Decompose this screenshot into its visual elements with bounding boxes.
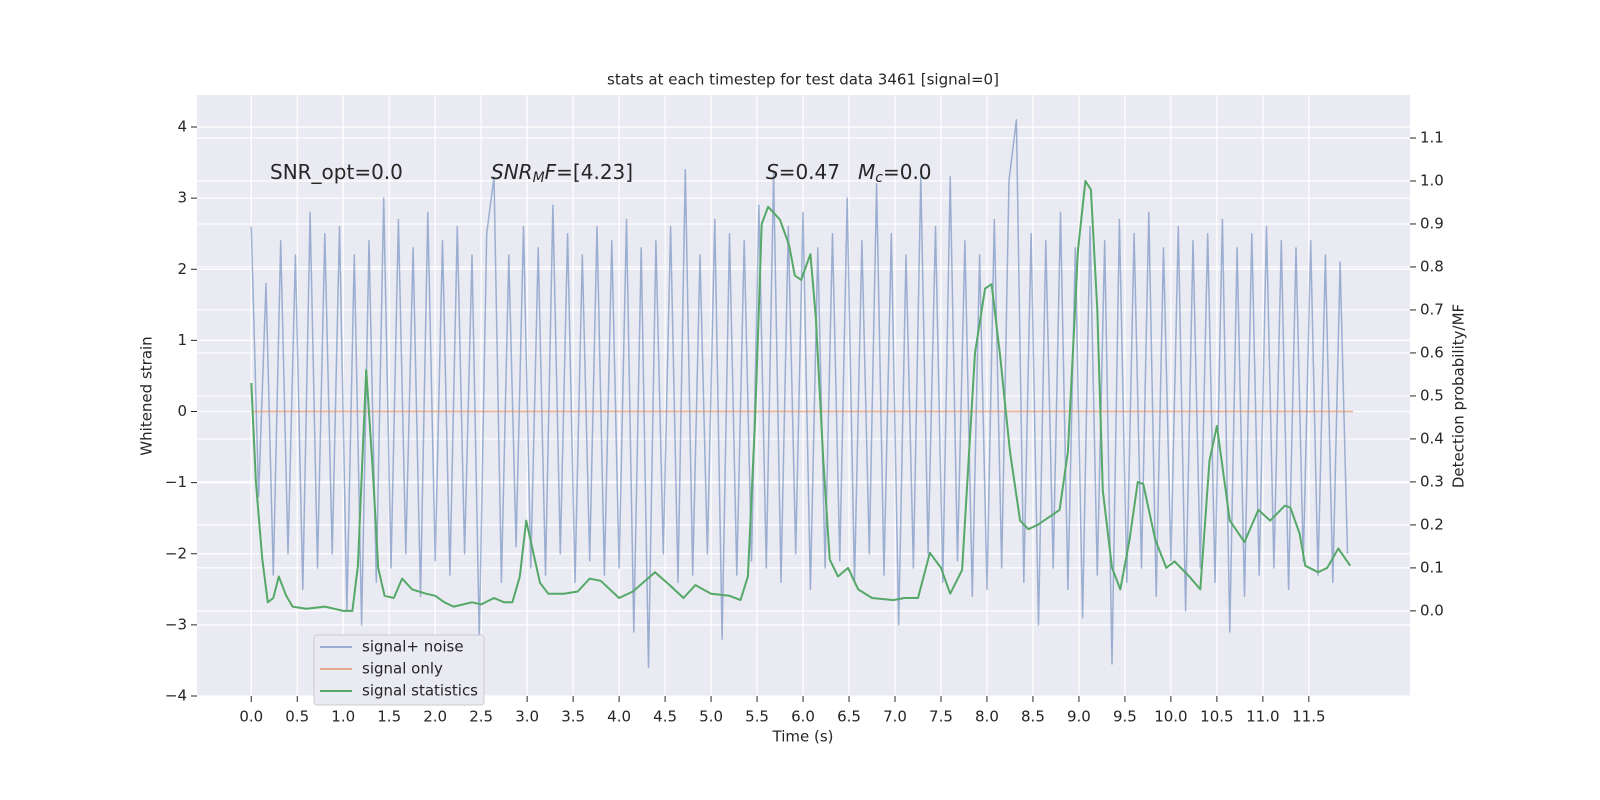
annotation-part: M	[533, 170, 545, 186]
x-tick-label: 10.0	[1154, 708, 1187, 726]
y-tick-label: −2	[165, 544, 187, 562]
y-tick-label: 1	[177, 331, 187, 349]
x-tick-label: 9.5	[1113, 708, 1137, 726]
annotation-part: S	[766, 160, 779, 184]
y-tick-label: 4	[177, 118, 187, 136]
x-tick-label: 8.5	[1021, 708, 1045, 726]
y2-tick-label: 0.4	[1420, 429, 1444, 447]
y2-tick-label: 0.2	[1420, 515, 1444, 533]
y-tick-label: −4	[165, 687, 187, 705]
y-axis-label: Whitened strain	[138, 336, 156, 455]
y2-tick-label: 0.1	[1420, 558, 1444, 576]
y2-tick-label: 0.8	[1420, 257, 1444, 275]
annotation-part: SNR	[491, 160, 533, 184]
x-tick-label: 9.0	[1067, 708, 1091, 726]
x-tick-label: 2.0	[423, 708, 447, 726]
x-tick-label: 11.5	[1292, 708, 1325, 726]
x-tick-label: 5.0	[699, 708, 723, 726]
x-tick-label: 2.5	[469, 708, 493, 726]
x-tick-label: 3.5	[561, 708, 585, 726]
x-axis-label: Time (s)	[772, 728, 834, 746]
x-tick-label: 11.0	[1246, 708, 1279, 726]
y-tick-label: −3	[165, 615, 187, 633]
series-line	[250, 180, 1352, 612]
legend-label: signal+ noise	[362, 638, 464, 656]
x-tick-label: 7.0	[883, 708, 907, 726]
y2-axis-label: Detection probability/MF	[1450, 304, 1468, 488]
annotation: S=0.47	[766, 160, 840, 184]
y2-tick-label: 0.5	[1420, 386, 1444, 404]
annotation: SNR_opt=0.0	[270, 160, 403, 184]
y2-tick-label: 0.6	[1420, 343, 1444, 361]
x-tick-label: 1.0	[331, 708, 355, 726]
x-tick-label: 6.5	[837, 708, 861, 726]
annotation-part: M	[858, 160, 875, 184]
labels: 0.0 0.5 1.0 1.5 2.0 2.5 3.0 3.5 4.0 4.5 5.0 5.5 6.0 6…	[165, 118, 1444, 726]
y2-tick-label: 1.1	[1420, 128, 1444, 146]
x-tick-label: 4.0	[607, 708, 631, 726]
legend-box	[313, 634, 485, 706]
annotation: Mc=0.0	[858, 160, 932, 187]
y-tick-label: 3	[177, 189, 187, 207]
annotation-part: SNR_opt=0.0	[270, 160, 403, 184]
annotation: SNRMF=[4.23]	[491, 160, 633, 187]
annotation-part: F	[545, 160, 557, 184]
x-tick-label: 10.5	[1200, 708, 1233, 726]
x-tick-label: 0.5	[285, 708, 309, 726]
y2-tick-label: 0.3	[1420, 472, 1444, 490]
x-tick-label: 7.5	[929, 708, 953, 726]
annotation-part: c	[875, 170, 883, 186]
annotation-part: =[4.23]	[556, 160, 633, 184]
chart-title: stats at each timestep for test data 346…	[607, 71, 999, 89]
annotation-part: =0.0	[883, 160, 932, 184]
x-tick-label: 1.5	[377, 708, 401, 726]
x-tick-label: 0.0	[239, 708, 263, 726]
annotation-part: =0.47	[779, 160, 840, 184]
legend-label: signal only	[362, 660, 443, 678]
y2-tick-label: 0.7	[1420, 300, 1444, 318]
y-tick-label: 2	[177, 260, 187, 278]
y2-tick-label: 1.0	[1420, 171, 1444, 189]
lines	[250, 119, 1353, 669]
legend-label: signal statistics	[362, 682, 478, 700]
series-line	[250, 119, 1349, 669]
y2-tick-label: 0.0	[1420, 601, 1444, 619]
x-tick-label: 6.0	[791, 708, 815, 726]
x-tick-label: 5.5	[745, 708, 769, 726]
x-tick-label: 4.5	[653, 708, 677, 726]
x-tick-label: 8.0	[975, 708, 999, 726]
y2-tick-label: 0.9	[1420, 214, 1444, 232]
y-tick-label: 0	[177, 402, 187, 420]
y-tick-label: −1	[165, 473, 187, 491]
x-tick-label: 3.0	[515, 708, 539, 726]
